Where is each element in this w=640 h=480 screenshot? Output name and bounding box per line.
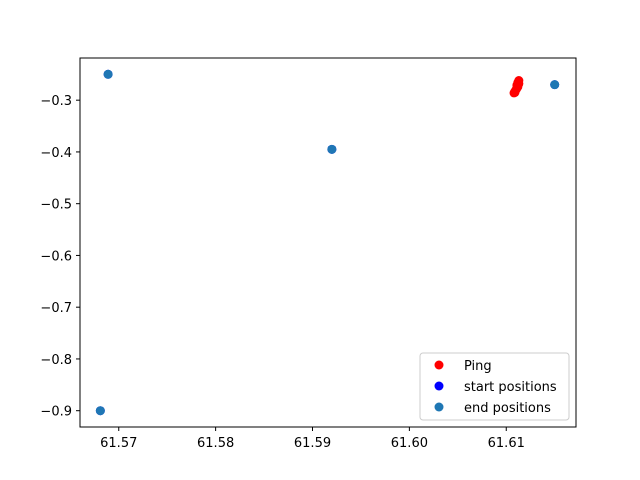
legend-label-end-positions: end positions [464, 401, 551, 416]
x-tick-label: 61.59 [294, 436, 331, 451]
legend-label-ping: Ping [464, 359, 492, 374]
x-tick-label: 61.57 [100, 436, 137, 451]
data-points [95, 69, 560, 416]
point-end-positions [327, 144, 337, 154]
y-tick-label: −0.8 [40, 353, 72, 368]
y-tick-label: −0.5 [40, 198, 72, 213]
x-axis: 61.57 61.58 61.59 61.60 61.61 [100, 427, 525, 451]
x-tick-label: 61.61 [488, 436, 525, 451]
x-tick-label: 61.58 [197, 436, 234, 451]
point-ping [510, 87, 520, 97]
y-tick-label: −0.3 [40, 94, 72, 109]
y-axis: −0.3 −0.4 −0.5 −0.6 −0.7 −0.8 −0.9 [40, 94, 80, 420]
point-end-positions [103, 69, 113, 79]
point-end-positions [550, 80, 560, 90]
y-tick-label: −0.9 [40, 405, 72, 420]
plot-frame [79, 57, 577, 428]
legend-marker-start-positions [434, 381, 444, 391]
legend-marker-ping [434, 360, 444, 370]
x-tick-label: 61.60 [391, 436, 428, 451]
legend-label-start-positions: start positions [464, 380, 557, 395]
legend-marker-end-positions [434, 402, 444, 412]
y-tick-label: −0.7 [40, 301, 72, 316]
legend-box [419, 352, 570, 421]
y-tick-label: −0.4 [40, 146, 72, 161]
y-tick-label: −0.6 [40, 249, 72, 264]
point-ping [514, 76, 524, 86]
legend: Ping start positions end positions [419, 352, 570, 421]
point-end-positions [95, 406, 105, 416]
